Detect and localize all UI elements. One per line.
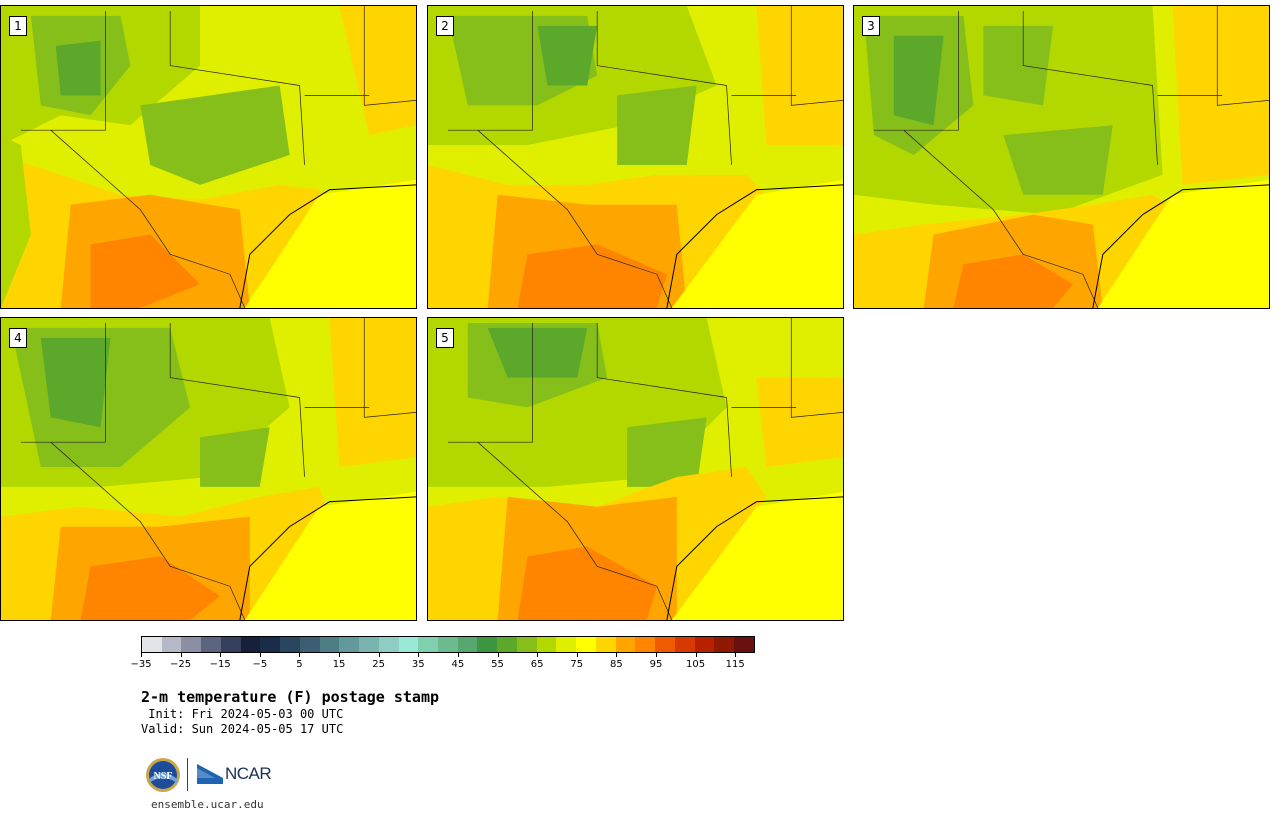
colorbar-tick-label: −15 bbox=[209, 659, 231, 670]
colorbar-segment bbox=[181, 637, 202, 652]
colorbar-segment bbox=[457, 637, 478, 652]
panel-number: 1 bbox=[9, 16, 27, 36]
colorbar-tick-label: 25 bbox=[372, 659, 386, 670]
colorbar-segment bbox=[497, 637, 517, 652]
colorbar-tick bbox=[457, 653, 459, 657]
colorbar-segment bbox=[359, 637, 379, 652]
temperature-map-5 bbox=[428, 318, 843, 620]
init-time: Init: Fri 2024-05-03 00 UTC bbox=[141, 707, 344, 721]
colorbar-segment bbox=[674, 637, 695, 652]
temperature-map-3 bbox=[854, 6, 1269, 308]
colorbar-tick bbox=[299, 653, 301, 657]
colorbar-tick-label: 105 bbox=[686, 659, 706, 670]
ncar-logo: NCAR bbox=[197, 762, 272, 786]
colorbar-segment bbox=[142, 637, 162, 652]
forecast-panel-4: 4 bbox=[0, 317, 417, 621]
temperature-map-1 bbox=[1, 6, 416, 308]
valid-time: Valid: Sun 2024-05-05 17 UTC bbox=[141, 722, 344, 736]
panel-number: 3 bbox=[862, 16, 880, 36]
colorbar-segment bbox=[161, 637, 182, 652]
colorbar-segment bbox=[595, 637, 616, 652]
colorbar-segment bbox=[635, 637, 656, 652]
colorbar-tick bbox=[339, 653, 341, 657]
colorbar-segment bbox=[418, 637, 439, 652]
panel-number: 4 bbox=[9, 328, 27, 348]
colorbar-tick bbox=[141, 653, 142, 657]
colorbar-segment bbox=[576, 637, 596, 652]
colorbar-tick bbox=[576, 653, 578, 657]
colorbar-tick-label: −5 bbox=[252, 659, 268, 670]
chart-title: 2-m temperature (F) postage stamp bbox=[141, 688, 440, 706]
colorbar-segment bbox=[516, 637, 537, 652]
colorbar-tick-label: −25 bbox=[170, 659, 192, 670]
nsf-logo: NSF bbox=[146, 758, 180, 792]
colorbar-segment bbox=[734, 637, 754, 652]
colorbar-segment bbox=[714, 637, 735, 652]
colorbar-tick-label: 85 bbox=[609, 659, 623, 670]
colorbar-tick bbox=[220, 653, 222, 657]
colorbar-tick-label: 75 bbox=[570, 659, 584, 670]
colorbar-tick bbox=[180, 653, 182, 657]
panel-number: 2 bbox=[436, 16, 454, 36]
colorbar-segment bbox=[280, 637, 300, 652]
colorbar-segment bbox=[438, 637, 458, 652]
ncar-text: NCAR bbox=[225, 764, 272, 783]
colorbar-tick bbox=[695, 653, 697, 657]
colorbar-ticks: −35 −25 −15 −5 5 15 25 35 45 55 65 75 85 95 105 115 bbox=[130, 653, 755, 675]
panel-number: 5 bbox=[436, 328, 454, 348]
colorbar-tick bbox=[616, 653, 618, 657]
forecast-panel-2: 2 bbox=[427, 5, 844, 309]
colorbar-segment bbox=[260, 637, 281, 652]
ncar-mark-icon bbox=[197, 764, 223, 784]
temperature-colorbar bbox=[141, 636, 755, 653]
colorbar-segment bbox=[319, 637, 340, 652]
colorbar-segment bbox=[220, 637, 241, 652]
colorbar-segment bbox=[536, 637, 557, 652]
colorbar-segment bbox=[615, 637, 636, 652]
colorbar-tick bbox=[418, 653, 420, 657]
colorbar-tick-label: 95 bbox=[649, 659, 663, 670]
forecast-panel-3: 3 bbox=[853, 5, 1270, 309]
colorbar-segment bbox=[378, 637, 399, 652]
colorbar-tick-label: 55 bbox=[491, 659, 504, 670]
colorbar-segment bbox=[655, 637, 675, 652]
colorbar-segment bbox=[240, 637, 261, 652]
colorbar-tick-label: 115 bbox=[725, 659, 745, 670]
colorbar-segment bbox=[556, 637, 577, 652]
colorbar-tick-label: 15 bbox=[332, 659, 346, 670]
colorbar-segment bbox=[299, 637, 320, 652]
logo-divider bbox=[187, 758, 188, 791]
colorbar-segment bbox=[398, 637, 419, 652]
temperature-map-2 bbox=[428, 6, 843, 308]
colorbar-tick bbox=[378, 653, 380, 657]
colorbar-tick-label: 65 bbox=[530, 659, 544, 670]
colorbar-segment bbox=[339, 637, 360, 652]
colorbar-tick bbox=[497, 653, 499, 657]
website-url: ensemble.ucar.edu bbox=[151, 798, 264, 811]
forecast-panel-5: 5 bbox=[427, 317, 844, 621]
colorbar-tick-label: −35 bbox=[130, 659, 152, 670]
colorbar-tick-label: 5 bbox=[296, 659, 303, 670]
temperature-map-4 bbox=[1, 318, 416, 620]
colorbar-segment bbox=[477, 637, 498, 652]
colorbar-tick bbox=[655, 653, 657, 657]
colorbar-tick bbox=[537, 653, 539, 657]
svg-text:NSF: NSF bbox=[154, 771, 173, 782]
colorbar-tick bbox=[259, 653, 261, 657]
colorbar-tick bbox=[735, 653, 737, 657]
colorbar-tick-label: 35 bbox=[411, 659, 425, 670]
forecast-panel-1: 1 bbox=[0, 5, 417, 309]
colorbar-tick-label: 45 bbox=[451, 659, 465, 670]
colorbar-segment bbox=[201, 637, 221, 652]
colorbar-segment bbox=[694, 637, 715, 652]
